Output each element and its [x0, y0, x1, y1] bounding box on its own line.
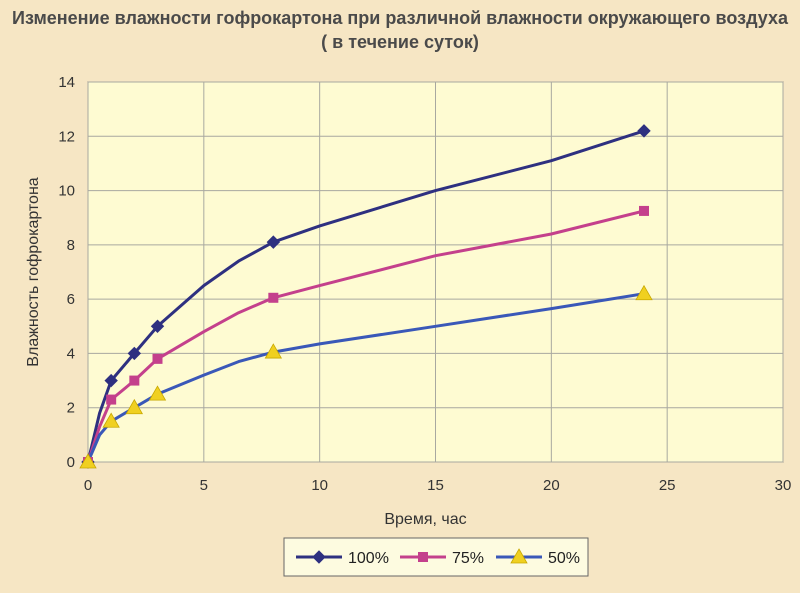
- data-point-marker: [106, 394, 117, 405]
- legend-label: 75%: [452, 550, 484, 567]
- data-point-marker: [418, 552, 428, 562]
- x-tick-label: 30: [775, 477, 792, 494]
- x-tick-label: 25: [659, 477, 676, 494]
- data-point-marker: [510, 548, 528, 564]
- series-lines: [79, 124, 653, 469]
- y-tick-label: 12: [58, 128, 75, 145]
- legend: 100% 75% 50%: [283, 537, 589, 577]
- x-tick-label: 0: [84, 477, 92, 494]
- data-point-marker: [125, 398, 144, 415]
- series-line: [86, 129, 645, 463]
- chart-title: Изменение влажности гофрокартона при раз…: [12, 8, 788, 28]
- y-axis-label: Влажность гофрокартона: [25, 177, 42, 366]
- data-point-marker: [152, 353, 163, 364]
- x-tick-label: 20: [543, 477, 560, 494]
- y-tick-label: 0: [67, 454, 75, 471]
- x-tick-label: 10: [311, 477, 328, 494]
- data-point-marker: [150, 319, 165, 333]
- data-point-marker: [127, 346, 142, 361]
- data-point-marker: [104, 373, 118, 388]
- data-point-marker: [312, 550, 326, 564]
- data-point-marker: [102, 412, 120, 428]
- y-tick-label: 10: [58, 183, 75, 200]
- legend-label: 100%: [348, 550, 389, 567]
- y-tick-label: 6: [67, 291, 75, 308]
- grid-lines: [87, 81, 784, 463]
- chart-subtitle: ( в течение суток): [321, 32, 479, 52]
- legend-label: 50%: [548, 550, 580, 567]
- y-tick-label: 14: [58, 74, 75, 91]
- data-point-marker: [266, 235, 281, 249]
- x-axis-ticks: 0 5 10 15 20 25 30: [84, 477, 792, 494]
- y-tick-label: 2: [67, 400, 75, 417]
- y-axis-ticks: 0 2 4 6 8 10 12 14: [58, 74, 75, 471]
- data-point-marker: [264, 343, 283, 359]
- data-point-marker: [148, 385, 167, 401]
- y-tick-label: 8: [67, 237, 75, 254]
- data-point-marker: [639, 205, 649, 216]
- x-axis-label: Время, час: [384, 511, 466, 528]
- data-point-marker: [637, 124, 651, 138]
- data-point-marker: [79, 453, 97, 469]
- data-point-marker: [635, 284, 653, 301]
- data-point-marker: [268, 292, 279, 303]
- data-point-marker: [129, 375, 140, 386]
- y-tick-label: 4: [67, 345, 75, 362]
- x-tick-label: 15: [427, 477, 444, 494]
- x-tick-label: 5: [200, 477, 208, 494]
